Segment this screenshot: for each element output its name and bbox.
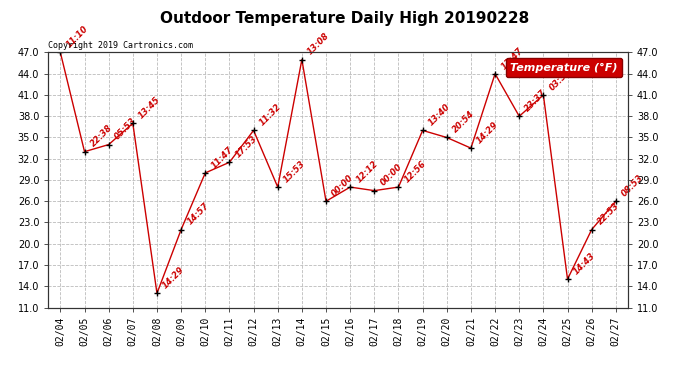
Text: 11:32: 11:32 <box>258 102 283 128</box>
Text: 00:00: 00:00 <box>379 162 404 188</box>
Text: 14:43: 14:43 <box>572 251 597 276</box>
Text: 11:10: 11:10 <box>65 24 90 50</box>
Text: 00:00: 00:00 <box>331 173 355 198</box>
Text: 22:53: 22:53 <box>596 201 621 227</box>
Text: Outdoor Temperature Daily High 20190228: Outdoor Temperature Daily High 20190228 <box>160 11 530 26</box>
Text: 13:45: 13:45 <box>137 95 162 120</box>
Text: 03:35: 03:35 <box>548 67 573 92</box>
Text: 20:54: 20:54 <box>451 110 476 135</box>
Text: 22:38: 22:38 <box>89 123 114 149</box>
Text: 13:40: 13:40 <box>427 102 452 128</box>
Text: 14:57: 14:57 <box>186 201 210 227</box>
Text: 12:56: 12:56 <box>403 159 428 184</box>
Text: 14:29: 14:29 <box>475 120 500 146</box>
Text: 11:47: 11:47 <box>210 145 235 170</box>
Text: Copyright 2019 Cartronics.com: Copyright 2019 Cartronics.com <box>48 41 193 50</box>
Text: 13:08: 13:08 <box>306 32 331 57</box>
Text: 08:53: 08:53 <box>620 173 645 198</box>
Text: 05:53: 05:53 <box>113 117 138 142</box>
Text: 14:29: 14:29 <box>161 265 186 291</box>
Text: 13:47: 13:47 <box>500 46 524 71</box>
Text: 23:37: 23:37 <box>524 88 549 114</box>
Text: 15:53: 15:53 <box>282 159 307 184</box>
Text: 17:53: 17:53 <box>234 134 259 159</box>
Text: 12:12: 12:12 <box>355 159 380 184</box>
Legend: Temperature (°F): Temperature (°F) <box>506 58 622 77</box>
